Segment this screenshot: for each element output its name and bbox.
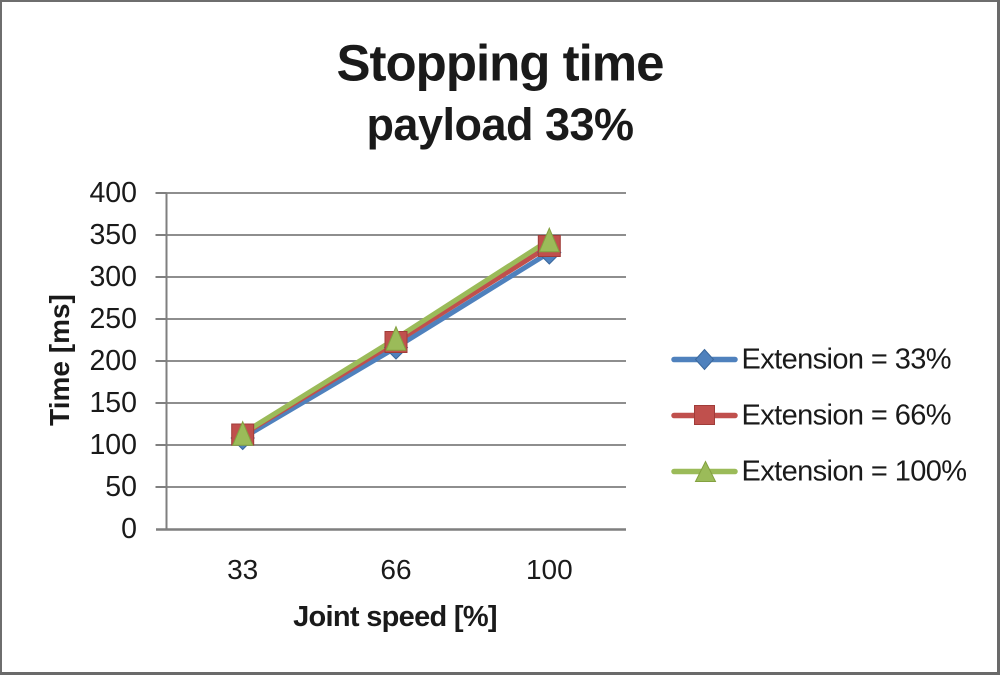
svg-text:350: 350 [89, 219, 137, 251]
svg-text:300: 300 [89, 261, 137, 293]
svg-text:Extension = 100%: Extension = 100% [742, 456, 967, 488]
svg-text:66: 66 [380, 554, 411, 585]
svg-text:Time [ms]: Time [ms] [44, 294, 75, 426]
svg-text:Extension = 33%: Extension = 33% [742, 344, 951, 376]
svg-text:100: 100 [89, 429, 137, 461]
svg-text:Joint speed [%]: Joint speed [%] [293, 601, 497, 633]
svg-text:Stopping time: Stopping time [337, 35, 664, 92]
svg-text:33: 33 [227, 554, 258, 585]
svg-text:250: 250 [89, 303, 137, 335]
svg-text:Extension = 66%: Extension = 66% [742, 400, 951, 432]
svg-text:50: 50 [105, 471, 137, 503]
svg-text:200: 200 [89, 345, 137, 377]
svg-text:0: 0 [121, 513, 137, 545]
svg-text:payload 33%: payload 33% [366, 99, 633, 150]
svg-text:100: 100 [526, 554, 573, 585]
svg-text:150: 150 [89, 387, 137, 419]
svg-text:400: 400 [89, 177, 137, 209]
